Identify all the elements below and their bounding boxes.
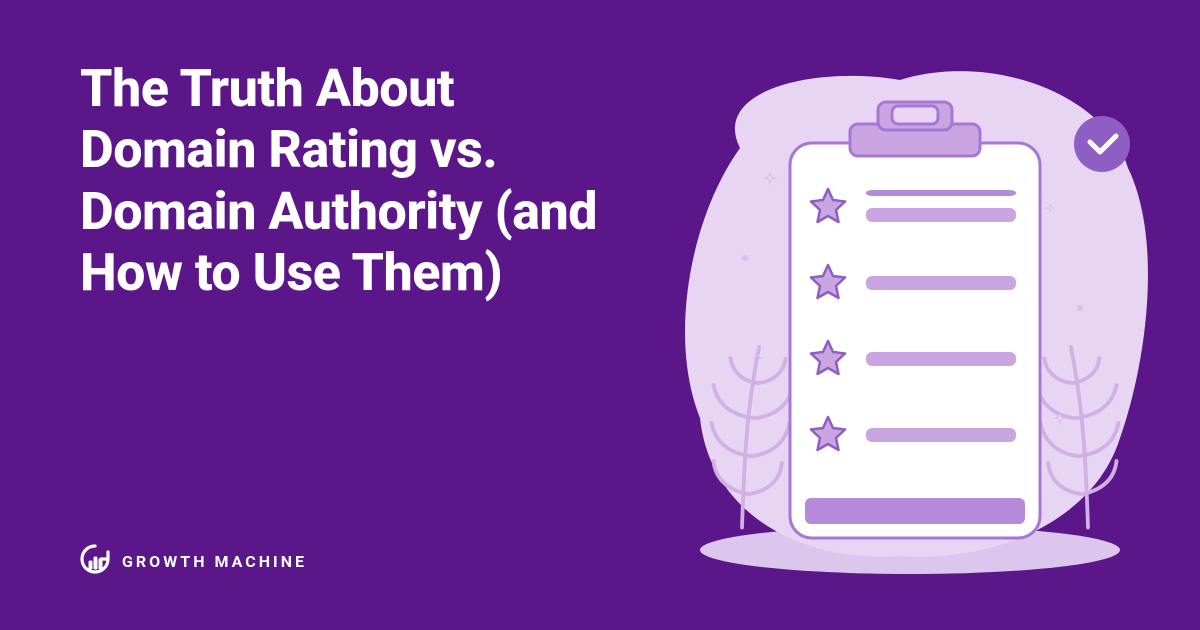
brand-lockup: GROWTH MACHINE	[80, 544, 307, 578]
rating-clipboard-illustration	[650, 58, 1160, 578]
page-title: The Truth About Domain Rating vs. Domain…	[80, 58, 640, 303]
brand-logo-icon	[80, 544, 110, 578]
check-badge-icon	[1074, 116, 1130, 172]
headline-block: The Truth About Domain Rating vs. Domain…	[80, 58, 640, 303]
og-card: The Truth About Domain Rating vs. Domain…	[0, 0, 1200, 630]
brand-name: GROWTH MACHINE	[122, 552, 307, 571]
rating-line	[866, 276, 1016, 290]
rating-line	[866, 352, 1016, 366]
rating-line	[866, 428, 1016, 442]
